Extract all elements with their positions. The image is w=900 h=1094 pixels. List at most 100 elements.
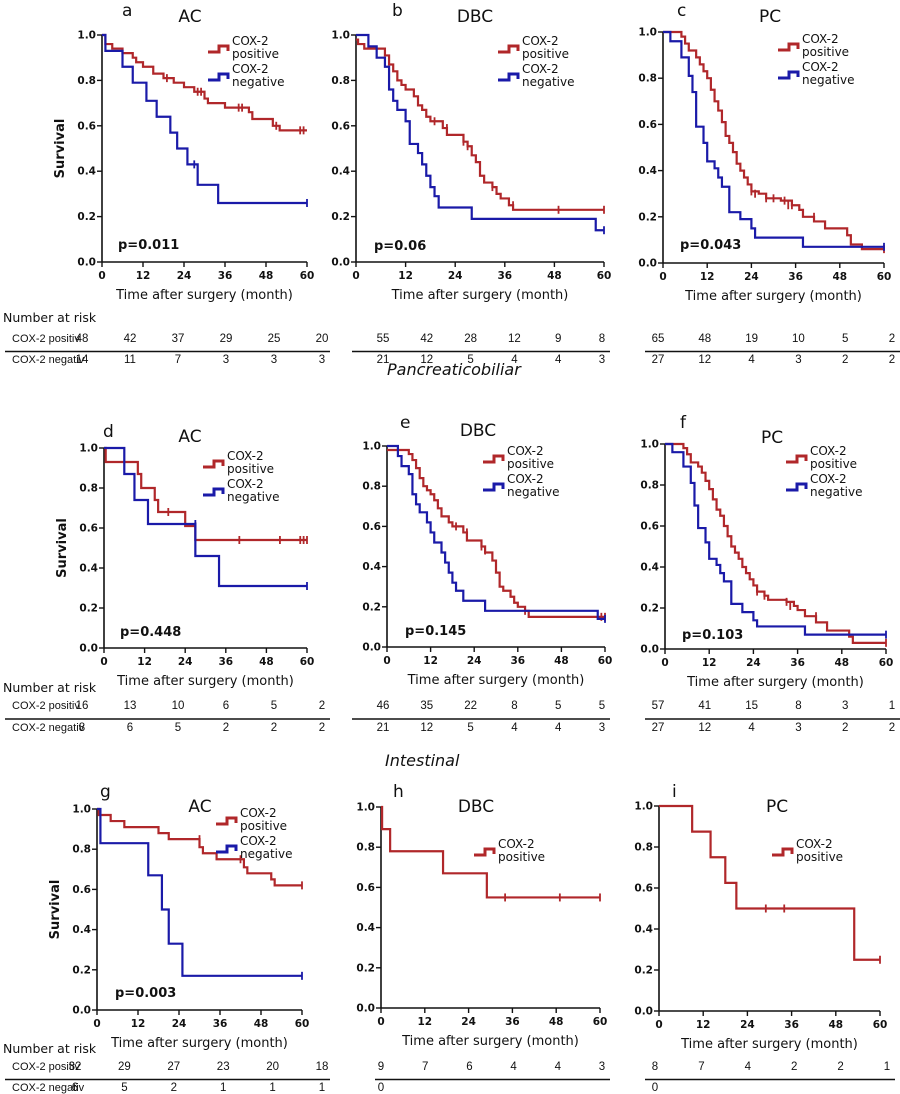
risk-value-positive: 35 [420, 700, 433, 712]
risk-value-positive: 5 [271, 700, 277, 712]
risk-value-negative: 2 [842, 722, 848, 734]
x-tick-label: 48 [254, 1018, 269, 1030]
risk-value-negative: 4 [748, 354, 755, 366]
x-tick-label: 60 [295, 1018, 310, 1030]
p-value-label: p=0.103 [682, 628, 743, 643]
x-tick-label: 0 [377, 1016, 384, 1028]
risk-value-negative: 8 [79, 722, 85, 734]
legend-swatch-icon [208, 44, 230, 54]
x-tick-label: 24 [467, 655, 482, 667]
risk-table-header: Number at risk [3, 310, 97, 325]
risk-value-negative: 2 [889, 354, 895, 366]
panel-letter: a [122, 1, 132, 21]
y-tick-label: 1.0 [77, 30, 96, 42]
risk-value-negative: 3 [795, 354, 801, 366]
y-tick-label: 0.6 [72, 884, 91, 896]
risk-value-positive: 5 [599, 700, 605, 712]
y-axis-label: Survival [53, 119, 68, 179]
y-tick-label: 0.0 [331, 257, 350, 269]
risk-value-positive: 16 [76, 700, 89, 712]
legend-swatch-icon [786, 482, 808, 492]
legend-swatch-icon [216, 816, 238, 826]
legend-label-line2: positive [498, 850, 545, 864]
x-tick-label: 0 [661, 657, 668, 669]
risk-value-positive: 2 [319, 700, 325, 712]
risk-value-positive: 46 [377, 700, 390, 712]
x-axis-label: Time after surgery (month) [401, 1034, 579, 1049]
x-tick-label: 60 [597, 270, 612, 282]
legend-label-line1: COX-2 [227, 477, 264, 491]
y-tick-label: 0.4 [79, 563, 98, 575]
km-curve-negative [97, 807, 302, 977]
y-tick-label: 0.2 [356, 962, 375, 974]
legend-label-line2: negative [810, 485, 862, 499]
risk-row-label-negative: COX-2 negativ [12, 354, 85, 366]
p-value-label: p=0.145 [405, 624, 466, 639]
panel-title: AC [178, 427, 201, 447]
legend-label-line2: negative [522, 75, 574, 89]
x-axis-label: Time after surgery (month) [407, 673, 585, 688]
panel-letter: e [400, 413, 410, 433]
legend-label-line2: positive [810, 457, 857, 471]
risk-value-negative: 4 [511, 722, 518, 734]
y-tick-label: 1.0 [331, 30, 350, 42]
legend-label-line1: COX-2 [232, 62, 269, 76]
risk-value-negative: 2 [842, 354, 848, 366]
risk-value-negative: 2 [271, 722, 277, 734]
risk-value-negative: 0 [652, 1082, 658, 1094]
legend-label-line1: COX-2 [522, 62, 559, 76]
y-tick-label: 1.0 [356, 802, 375, 814]
x-tick-label: 12 [423, 655, 438, 667]
legend-label-line2: negative [802, 73, 854, 87]
x-tick-label: 12 [137, 656, 152, 668]
x-tick-label: 0 [93, 1018, 100, 1030]
risk-value-positive: 32 [69, 1061, 82, 1073]
y-tick-label: 0.6 [79, 523, 98, 535]
x-tick-label: 12 [696, 1019, 711, 1031]
x-tick-label: 24 [461, 1016, 476, 1028]
legend-label-line2: negative [232, 75, 284, 89]
risk-value-negative: 14 [76, 354, 89, 366]
risk-value-positive: 18 [316, 1061, 329, 1073]
x-tick-label: 24 [177, 270, 192, 282]
x-tick-label: 24 [744, 271, 759, 283]
x-tick-label: 48 [828, 1019, 843, 1031]
panel-letter: f [680, 413, 687, 433]
km-curve-negative [102, 33, 307, 205]
risk-value-negative: 1 [220, 1082, 226, 1094]
y-tick-label: 0.0 [362, 642, 381, 654]
risk-value-positive: 25 [268, 333, 281, 345]
risk-value-negative: 3 [223, 354, 229, 366]
risk-value-positive: 20 [316, 333, 329, 345]
km-curve-positive [387, 448, 605, 618]
risk-value-positive: 2 [889, 333, 895, 345]
y-tick-label: 0.6 [77, 120, 96, 132]
km-curve-positive [97, 807, 302, 887]
risk-value-negative: 2 [223, 722, 229, 734]
risk-value-negative: 0 [378, 1082, 384, 1094]
legend-label-line1: COX-2 [240, 834, 277, 848]
y-tick-label: 0.8 [640, 480, 659, 492]
y-tick-label: 1.0 [634, 801, 653, 813]
risk-value-negative: 21 [377, 722, 390, 734]
y-tick-label: 0.0 [356, 1003, 375, 1015]
x-tick-label: 36 [510, 655, 525, 667]
risk-value-positive: 1 [889, 700, 895, 712]
panel-letter: h [393, 782, 404, 802]
legend-label-line2: positive [522, 47, 569, 61]
x-tick-label: 60 [300, 270, 315, 282]
x-axis-label: Time after surgery (month) [684, 289, 862, 304]
risk-value-negative: 4 [748, 722, 755, 734]
legend-swatch-icon [483, 482, 505, 492]
x-tick-label: 36 [218, 656, 233, 668]
y-tick-label: 0.4 [362, 561, 381, 573]
legend-label-line1: COX-2 [810, 472, 847, 486]
